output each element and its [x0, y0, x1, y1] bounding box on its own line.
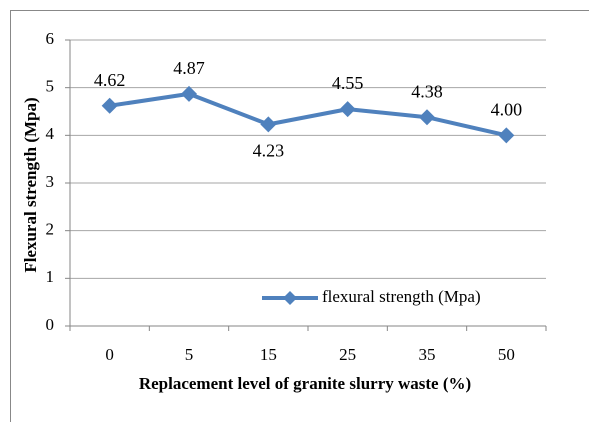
marker: [181, 85, 197, 102]
y-tick-label: 1: [46, 267, 55, 286]
marker: [339, 101, 356, 118]
x-tick-label: 5: [185, 345, 194, 364]
y-tick-label: 6: [46, 29, 55, 48]
legend-marker: [283, 291, 297, 305]
x-tick-label: 35: [419, 345, 436, 364]
x-tick-label: 0: [105, 345, 114, 364]
x-tick-label: 50: [498, 345, 515, 364]
marker: [419, 109, 435, 126]
data-label: 4.87: [173, 58, 205, 78]
data-label: 4.62: [94, 70, 126, 90]
legend-label: flexural strength (Mpa): [322, 287, 481, 306]
y-axis-title: Flexural strength (Mpa): [21, 97, 40, 272]
y-tick-label: 5: [46, 77, 55, 96]
x-tick-label: 25: [339, 345, 356, 364]
y-tick-label: 2: [46, 220, 55, 239]
chart-border: [10, 10, 589, 422]
y-tick-label: 3: [46, 172, 55, 191]
series-line: [109, 91, 507, 138]
data-label: 4.23: [253, 140, 285, 160]
data-label: 4.00: [491, 99, 523, 119]
y-tick-label: 0: [46, 315, 55, 334]
x-axis-title: Replacement level of granite slurry wast…: [138, 374, 472, 393]
x-tick-label: 15: [260, 345, 277, 364]
data-label: 4.55: [332, 73, 364, 93]
marker: [260, 116, 277, 133]
marker: [498, 127, 515, 144]
data-label: 4.38: [411, 81, 443, 101]
marker: [101, 97, 118, 114]
y-tick-label: 4: [46, 124, 55, 143]
